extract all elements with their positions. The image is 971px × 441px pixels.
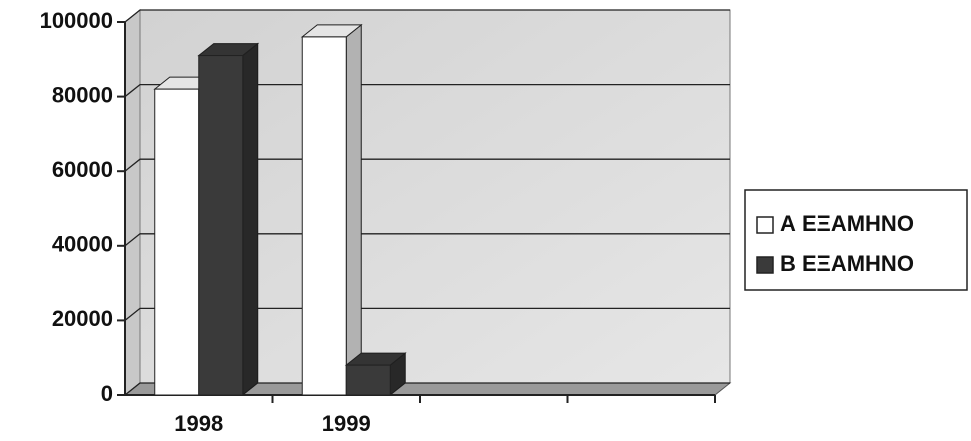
side-wall (124, 8, 141, 397)
legend-label: Α ΕΞΑΜΗΝΟ (780, 211, 914, 236)
bar-side-shade (346, 24, 362, 395)
x-tick-label: 1998 (174, 411, 223, 436)
y-tick-label: 40000 (52, 232, 113, 257)
bar (300, 23, 363, 397)
legend: Α ΕΞΑΜΗΝΟ Β ΕΞΑΜΗΝΟ (744, 189, 968, 291)
bar-side-shade (242, 43, 258, 395)
bar (344, 352, 407, 397)
grid-line (124, 158, 730, 172)
y-tick-label: 80000 (52, 82, 113, 107)
legend-swatch (756, 216, 774, 234)
bar-front (198, 55, 244, 396)
grid-line (124, 233, 730, 247)
bar-top-shade (302, 24, 362, 37)
y-tick-label: 0 (101, 381, 113, 406)
y-tick-label: 100000 (40, 8, 113, 33)
bar-front (301, 36, 347, 396)
legend-swatch (756, 256, 774, 274)
grid-line (124, 9, 730, 23)
y-tick-label: 60000 (52, 157, 113, 182)
x-tick-label: 1999 (322, 411, 371, 436)
bar (197, 42, 260, 397)
legend-label: Β ΕΞΑΜΗΝΟ (780, 251, 914, 276)
grid-line (124, 83, 730, 98)
bar-front (154, 88, 200, 396)
legend-box (744, 189, 968, 291)
bar-top-shade (346, 353, 406, 366)
grid-line (124, 307, 730, 321)
y-tick-label: 20000 (52, 306, 113, 331)
bar-side-shade (390, 353, 406, 395)
grid-line (124, 382, 730, 396)
bar-front (345, 364, 391, 396)
bar-top-shade (198, 43, 258, 56)
